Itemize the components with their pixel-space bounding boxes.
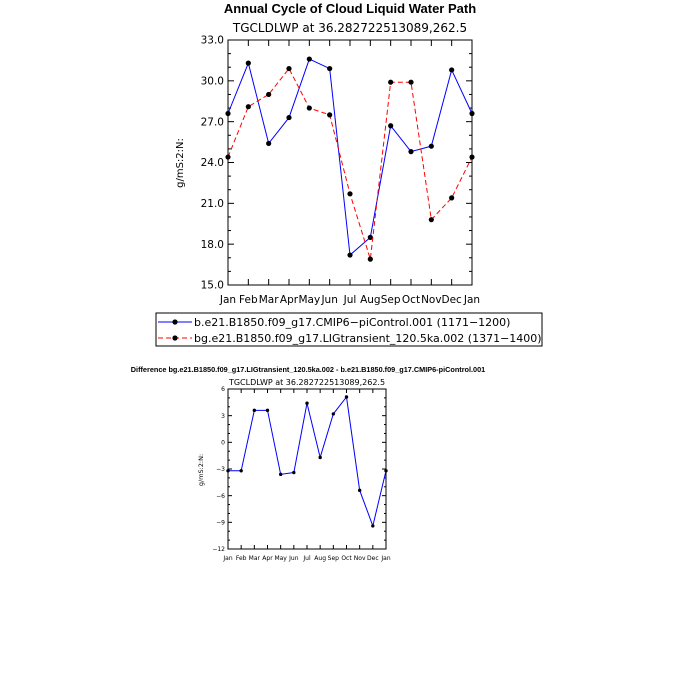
x-tick-label: May [298, 294, 320, 306]
data-point-series-2 [286, 65, 292, 72]
data-point-series-2 [388, 79, 394, 85]
data-point-series-1 [347, 252, 353, 258]
y-tick-label: 6 [221, 386, 225, 393]
data-point-series-2 [327, 112, 333, 118]
top-chart-ylabel: g/mS:2:N: [175, 138, 186, 188]
x-tick-label: Jul [343, 294, 357, 306]
x-tick-label: Jan [380, 555, 390, 562]
data-point-series-1 [266, 140, 272, 147]
x-tick-label: Jul [302, 555, 311, 562]
y-tick-label: 30.0 [201, 76, 224, 88]
legend-marker-series-2 [172, 335, 178, 341]
x-tick-label: Feb [236, 555, 247, 562]
data-point-series-2 [266, 91, 272, 98]
top-chart-title: Annual Cycle of Cloud Liquid Water Path [224, 1, 476, 16]
x-tick-label: Aug [360, 294, 381, 306]
y-tick-label: 3 [221, 413, 225, 420]
legend-marker-series-1 [172, 319, 178, 325]
y-tick-label: 18.0 [201, 239, 224, 251]
x-tick-label: Oct [402, 294, 420, 306]
data-point-series-1 [388, 123, 394, 129]
y-tick-label: 27.0 [201, 116, 224, 128]
bottom-plot-area: −12 −9 −6 −3 0 3 6 Jan Feb Mar Apr May Jun Jul Aug Sep O… [212, 386, 390, 562]
y-tick-label: 24.0 [201, 157, 224, 169]
y-tick-label: −9 [216, 519, 225, 526]
x-tick-label: Dec [367, 555, 379, 562]
x-tick-label: Jun [320, 294, 337, 306]
y-tick-label: −3 [216, 466, 225, 473]
data-point-series-1 [265, 408, 270, 413]
bottom-chart-ylabel: g/mS:2:N: [197, 454, 205, 486]
data-point-series-1 [384, 469, 388, 473]
data-point-series-1 [371, 524, 375, 528]
x-tick-label: Oct [341, 555, 352, 562]
y-tick-label: −6 [216, 493, 225, 500]
bottom-chart-title: Difference bg.e21.B1850.f09_g17.LIGtrans… [131, 365, 485, 374]
x-tick-label: Feb [239, 294, 258, 306]
legend-label-series-2: bg.e21.B1850.f09_g17.LIGtransient_120.5k… [194, 332, 542, 345]
data-point-series-2 [408, 79, 414, 85]
x-tick-label: Jan [463, 294, 480, 306]
data-point-series-1 [239, 469, 243, 473]
data-point-series-1 [367, 234, 373, 240]
x-tick-label: Apr [280, 294, 299, 306]
data-point-series-1 [306, 56, 312, 62]
data-point-series-1 [286, 114, 292, 121]
data-point-series-1 [318, 455, 322, 460]
x-tick-label: Apr [262, 555, 273, 562]
data-point-series-1 [292, 470, 296, 475]
data-point-series-2 [225, 154, 231, 160]
x-tick-label: Sep [328, 555, 340, 562]
series-line-1 [227, 58, 473, 257]
x-tick-label: Mar [259, 294, 279, 306]
x-tick-label: Jan [219, 294, 236, 306]
x-tick-label: Dec [442, 294, 463, 306]
data-point-series-1 [327, 65, 333, 72]
data-point-series-2 [306, 105, 312, 111]
y-tick-label: −12 [212, 546, 225, 553]
data-point-series-2 [347, 191, 353, 197]
data-point-series-1 [305, 401, 309, 405]
y-tick-label: 21.0 [201, 198, 224, 210]
x-tick-label: May [274, 555, 287, 562]
data-point-series-1 [331, 412, 336, 416]
data-point-series-1 [469, 110, 475, 117]
data-point-series-2 [428, 217, 434, 223]
data-point-series-1 [225, 110, 231, 117]
x-tick-label: Sep [381, 294, 401, 306]
data-point-series-1 [245, 60, 251, 66]
data-point-series-2 [469, 154, 475, 160]
x-tick-label: Aug [314, 555, 326, 562]
series-line-1 [228, 395, 387, 528]
y-tick-label: 0 [221, 439, 225, 446]
legend-label-series-1: b.e21.B1850.f09_g17.CMIP6−piControl.001 … [194, 316, 510, 329]
data-point-series-1 [252, 408, 257, 413]
x-tick-label: Jan [222, 555, 232, 562]
data-point-series-1 [226, 469, 230, 473]
y-tick-label: 33.0 [201, 35, 224, 47]
x-tick-label: Mar [249, 555, 261, 562]
top-chart-subtitle: TGCLDLWP at 36.282722513089,262.5 [232, 21, 467, 35]
data-point-series-1 [408, 149, 414, 155]
bottom-chart-subtitle: TGCLDLWP at 36.282722513089,262.5 [228, 378, 385, 387]
y-tick-label: 15.0 [201, 280, 224, 292]
data-point-series-1 [449, 67, 455, 73]
data-point-series-1 [278, 472, 283, 477]
series-line-2 [227, 67, 473, 260]
legend-box [155, 312, 543, 347]
data-point-series-1 [428, 143, 434, 149]
data-point-series-1 [357, 488, 362, 493]
x-tick-label: Nov [354, 555, 366, 562]
x-tick-label: Jun [288, 555, 299, 562]
x-tick-label: Nov [421, 294, 442, 306]
data-point-series-1 [344, 395, 349, 399]
top-chart-legend: b.e21.B1850.f09_g17.CMIP6−piControl.001 … [155, 312, 543, 347]
data-point-series-2 [245, 104, 251, 110]
data-point-series-2 [367, 256, 373, 262]
data-point-series-2 [449, 195, 455, 201]
plot-frame [227, 388, 387, 550]
plot-frame [227, 39, 473, 286]
